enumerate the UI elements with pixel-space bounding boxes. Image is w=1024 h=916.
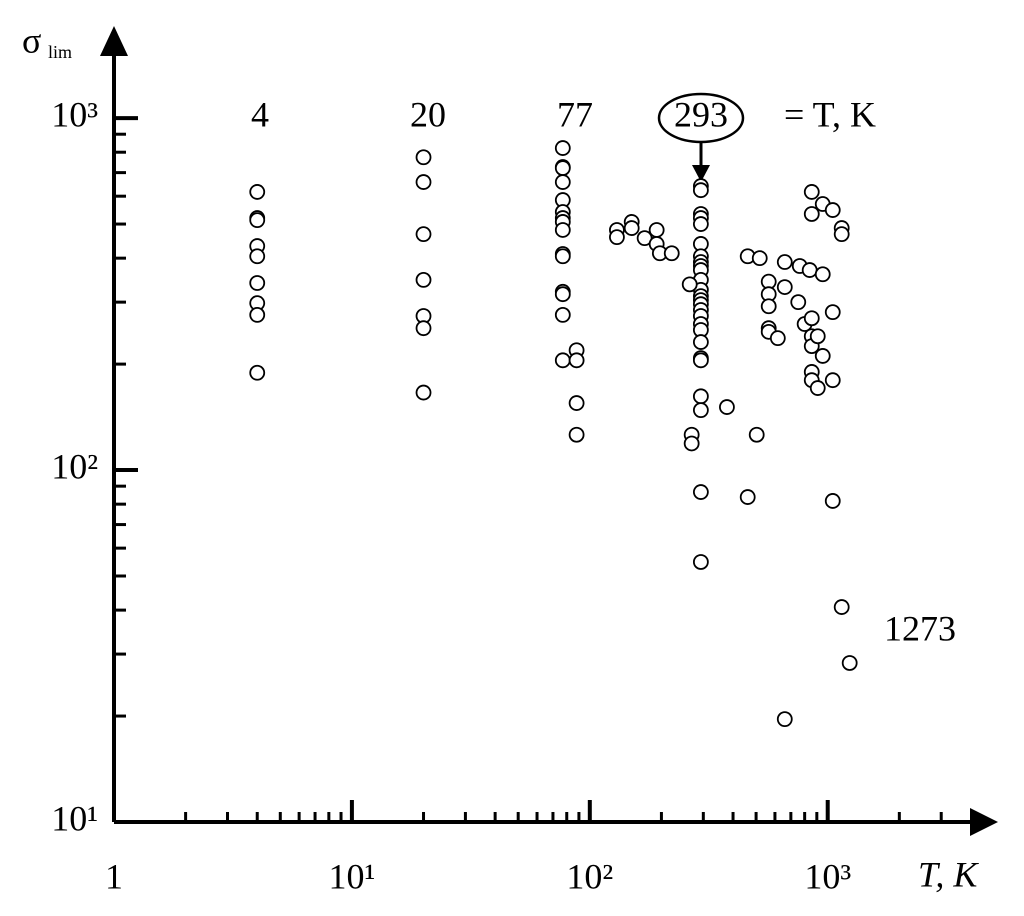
point [814,266,831,283]
point [809,328,826,345]
point [833,599,850,615]
y-tick-label: 10² [51,446,98,486]
x-tick-label: 1 [105,856,123,896]
point [803,184,820,200]
point [554,352,571,369]
y-axis-arrow [100,26,128,56]
annotation: 293 [674,94,728,134]
point [415,320,432,337]
point [824,372,841,389]
point [648,222,665,238]
arrow-head [692,165,710,182]
point [719,399,735,415]
y-label: σ [22,20,41,60]
point [824,493,841,509]
annotation: 4 [251,94,269,134]
x-tick-label: 10³ [804,856,851,896]
point [692,334,709,350]
point [814,348,831,364]
point [554,140,571,156]
point [249,184,266,200]
point [554,174,571,190]
point [249,212,266,229]
point [683,435,700,452]
y-tick-label: 10³ [51,94,98,134]
point [769,330,786,347]
point [841,655,858,671]
point [568,395,585,411]
point [415,149,432,166]
y-tick-label: 10¹ [51,798,98,838]
point [249,248,266,265]
point [663,245,680,262]
point [739,489,756,505]
point [554,160,571,177]
point [776,254,793,270]
point [748,426,765,443]
point [415,174,432,190]
point [692,182,709,199]
point [623,220,640,236]
y-label-sub: lim [48,42,72,62]
point [833,226,850,243]
point [554,286,571,303]
point [776,279,793,296]
point [249,275,266,291]
point [692,402,709,419]
annotation: 20 [410,94,446,134]
point [801,262,818,278]
point [692,216,709,232]
point [568,352,585,369]
point [790,294,807,311]
point [249,306,266,323]
point [809,380,826,396]
point [824,304,841,321]
point [249,364,266,381]
point [692,388,709,405]
point [415,226,432,243]
point [692,352,709,369]
point [760,298,777,315]
point [554,222,571,238]
point [692,484,709,500]
x-label: T, K [918,854,979,894]
point [554,306,571,323]
x-tick-label: 10² [566,856,613,896]
point [692,554,709,570]
point [415,384,432,401]
annotation: = T, K [784,94,876,134]
point [554,248,571,265]
annotation: 77 [557,94,593,134]
point [681,276,698,293]
point [568,426,585,443]
point [803,310,820,327]
point [803,206,820,222]
point [415,271,432,288]
annotation: 1273 [884,608,956,648]
x-tick-label: 10¹ [329,856,376,896]
x-axis-arrow [970,808,998,836]
point [776,711,793,728]
point [609,229,625,246]
point [751,250,768,267]
point [824,202,841,218]
